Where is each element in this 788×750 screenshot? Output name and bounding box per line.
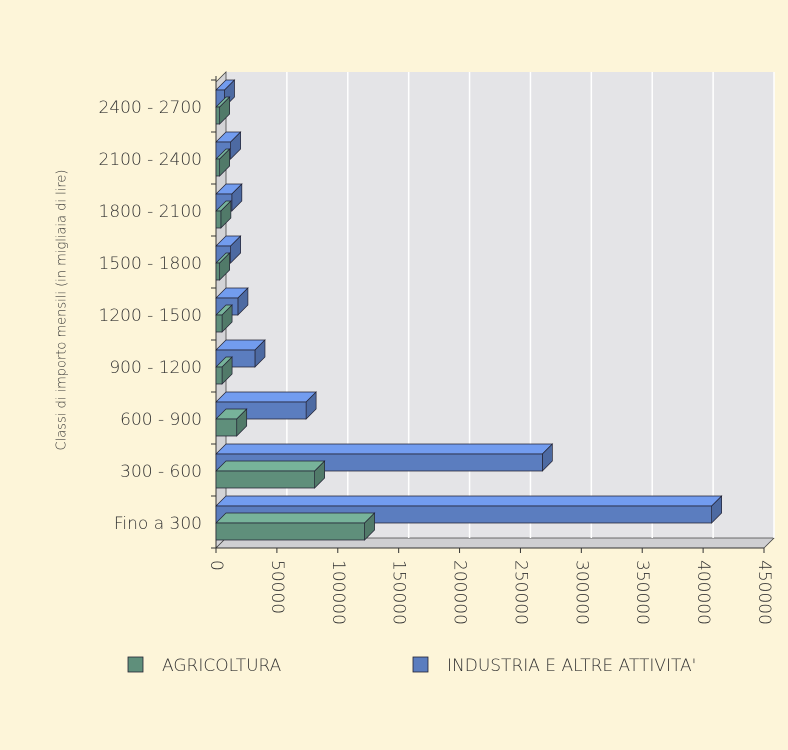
x-tick-label: 200000 xyxy=(450,560,470,625)
bar-face xyxy=(215,314,223,333)
bar-face xyxy=(215,210,222,229)
bar-face xyxy=(215,158,221,177)
bar xyxy=(215,391,317,420)
bar-face xyxy=(215,262,221,281)
bar-face xyxy=(215,470,315,489)
legend-swatch xyxy=(127,656,144,673)
bar xyxy=(215,200,232,229)
bar-face xyxy=(215,460,326,472)
x-tick-label: 250000 xyxy=(510,560,530,625)
bar-face xyxy=(215,418,238,437)
bar xyxy=(215,148,231,177)
y-tick-label: 1200 - 1500 xyxy=(99,306,202,326)
y-tick-label: 1500 - 1800 xyxy=(99,254,202,274)
y-tick-label: Fino a 300 xyxy=(114,514,202,534)
bar xyxy=(215,512,376,541)
bar-face xyxy=(215,366,223,385)
bar xyxy=(215,304,233,333)
bar-face xyxy=(215,522,365,541)
bar xyxy=(215,356,233,385)
x-tick-label: 0 xyxy=(206,560,226,571)
y-tick-label: 900 - 1200 xyxy=(109,358,202,378)
legend-swatch xyxy=(412,656,429,673)
bar xyxy=(215,408,248,437)
legend-label: INDUSTRIA E ALTRE ATTIVITA' xyxy=(447,656,696,676)
bar-face xyxy=(215,495,723,507)
x-tick-label: 50000 xyxy=(267,560,287,614)
y-tick-label: 1800 - 2100 xyxy=(99,202,202,222)
y-tick-label: 600 - 900 xyxy=(120,410,202,430)
bar xyxy=(215,235,242,264)
y-axis-label: Classi di importo mensili (in migliaia d… xyxy=(55,170,70,451)
y-tick-label: 300 - 600 xyxy=(120,462,202,482)
x-tick-label: 150000 xyxy=(389,560,409,625)
bar xyxy=(215,96,231,125)
y-tick-label: 2100 - 2400 xyxy=(99,150,202,170)
x-tick-label: 400000 xyxy=(693,560,713,625)
x-tick-label: 100000 xyxy=(328,560,348,625)
bar-face xyxy=(215,512,376,524)
y-tick-label: 2400 - 2700 xyxy=(99,98,202,118)
bar-face xyxy=(215,443,554,455)
bar xyxy=(215,252,231,281)
bar xyxy=(215,460,326,489)
bar-face xyxy=(215,106,221,125)
bar-face xyxy=(215,391,317,403)
x-tick-label: 350000 xyxy=(632,560,652,625)
legend-label: AGRICOLTURA xyxy=(162,656,282,676)
x-tick-label: 300000 xyxy=(571,560,591,625)
back-wall xyxy=(226,72,774,538)
x-tick-label: 450000 xyxy=(754,560,774,625)
